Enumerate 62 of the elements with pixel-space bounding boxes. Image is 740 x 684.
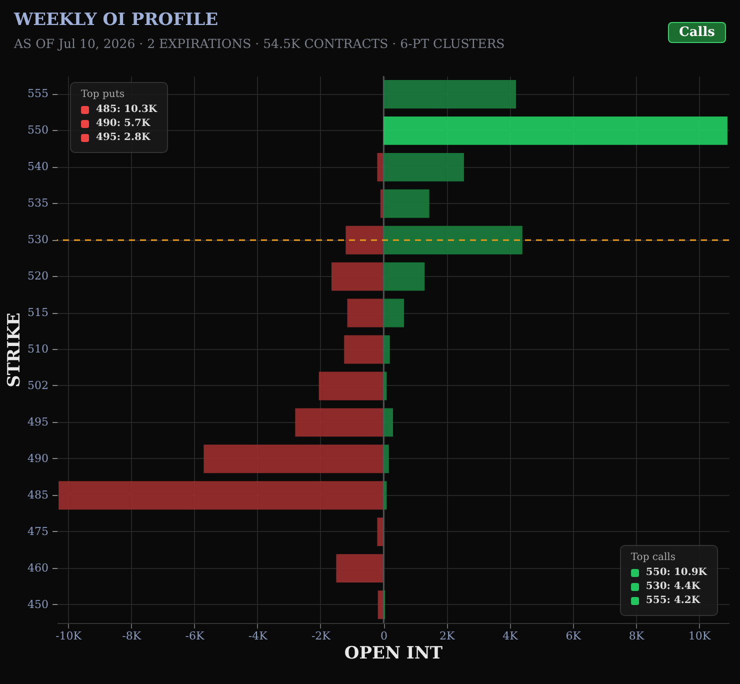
bar xyxy=(384,335,390,364)
annotation: 485: 10.3K xyxy=(96,104,158,115)
bar xyxy=(384,408,393,437)
y-tick-label: 520 xyxy=(28,270,48,283)
y-tick-label: 530 xyxy=(28,233,48,246)
annotation: Top puts xyxy=(81,89,126,100)
x-tick-label: -10K xyxy=(56,630,82,642)
bar xyxy=(384,298,404,328)
bar xyxy=(384,80,516,108)
x-axis-title: OPEN INT xyxy=(344,644,443,664)
bar xyxy=(318,372,384,400)
y-tick-label: 495 xyxy=(28,415,48,428)
y-tick-label: 460 xyxy=(28,561,48,574)
bar xyxy=(384,189,430,218)
y-tick-label: 540 xyxy=(28,160,48,174)
bar xyxy=(346,226,384,254)
y-tick-label: 490 xyxy=(28,452,48,465)
bar xyxy=(377,518,384,546)
chart-subtitle: AS OF Jul 10, 2026 · 2 EXPIRATIONS · 54.5K CONTRACTS · 6-PT CLUSTERS xyxy=(14,36,505,51)
x-tick-label: 8K xyxy=(628,630,645,642)
x-tick-label: -8K xyxy=(122,630,142,642)
x-tick-label: 10K xyxy=(688,630,712,642)
x-tick-label: 6K xyxy=(566,630,582,642)
bar xyxy=(336,554,384,583)
annotation: 530: 4.4K xyxy=(646,581,700,592)
x-tick-label: -4K xyxy=(248,630,268,642)
bar xyxy=(384,116,728,145)
annotation: 555: 4.2K xyxy=(646,595,700,606)
text: Calls xyxy=(668,22,726,43)
y-tick-label: 535 xyxy=(28,196,48,210)
x-tick-label: 4K xyxy=(502,630,519,642)
bar xyxy=(331,262,384,291)
bar xyxy=(347,298,384,328)
bar xyxy=(384,372,387,400)
x-tick-label: 0 xyxy=(380,630,388,642)
annotation: 550: 10.9K xyxy=(646,567,707,578)
bar xyxy=(58,481,384,510)
annotation: Top calls xyxy=(630,552,676,563)
y-tick-label: 475 xyxy=(28,524,48,538)
bar xyxy=(295,408,384,437)
bar xyxy=(344,335,384,364)
y-tick-label: 485 xyxy=(28,488,48,502)
x-tick-label: 2K xyxy=(440,630,456,642)
y-tick-label: 515 xyxy=(28,306,48,320)
annotation: 490: 5.7K xyxy=(96,118,150,129)
bar xyxy=(384,481,387,510)
x-tick-label: -2K xyxy=(311,630,332,642)
bar xyxy=(204,444,384,474)
y-tick-label: 555 xyxy=(28,87,48,100)
bar xyxy=(384,444,389,474)
y-tick-label: 450 xyxy=(28,598,48,611)
y-axis-title: STRIKE xyxy=(4,312,25,388)
y-tick-label: 502 xyxy=(28,378,48,392)
y-tick-label: 550 xyxy=(28,124,48,137)
bar xyxy=(384,226,522,254)
chart-title: WEEKLY OI PROFILE xyxy=(14,10,220,30)
bar xyxy=(377,152,384,182)
x-tick-label: -6K xyxy=(185,630,205,642)
bar xyxy=(384,262,425,291)
y-tick-label: 510 xyxy=(28,342,48,356)
bar xyxy=(384,152,464,182)
annotation: 495: 2.8K xyxy=(96,132,150,143)
